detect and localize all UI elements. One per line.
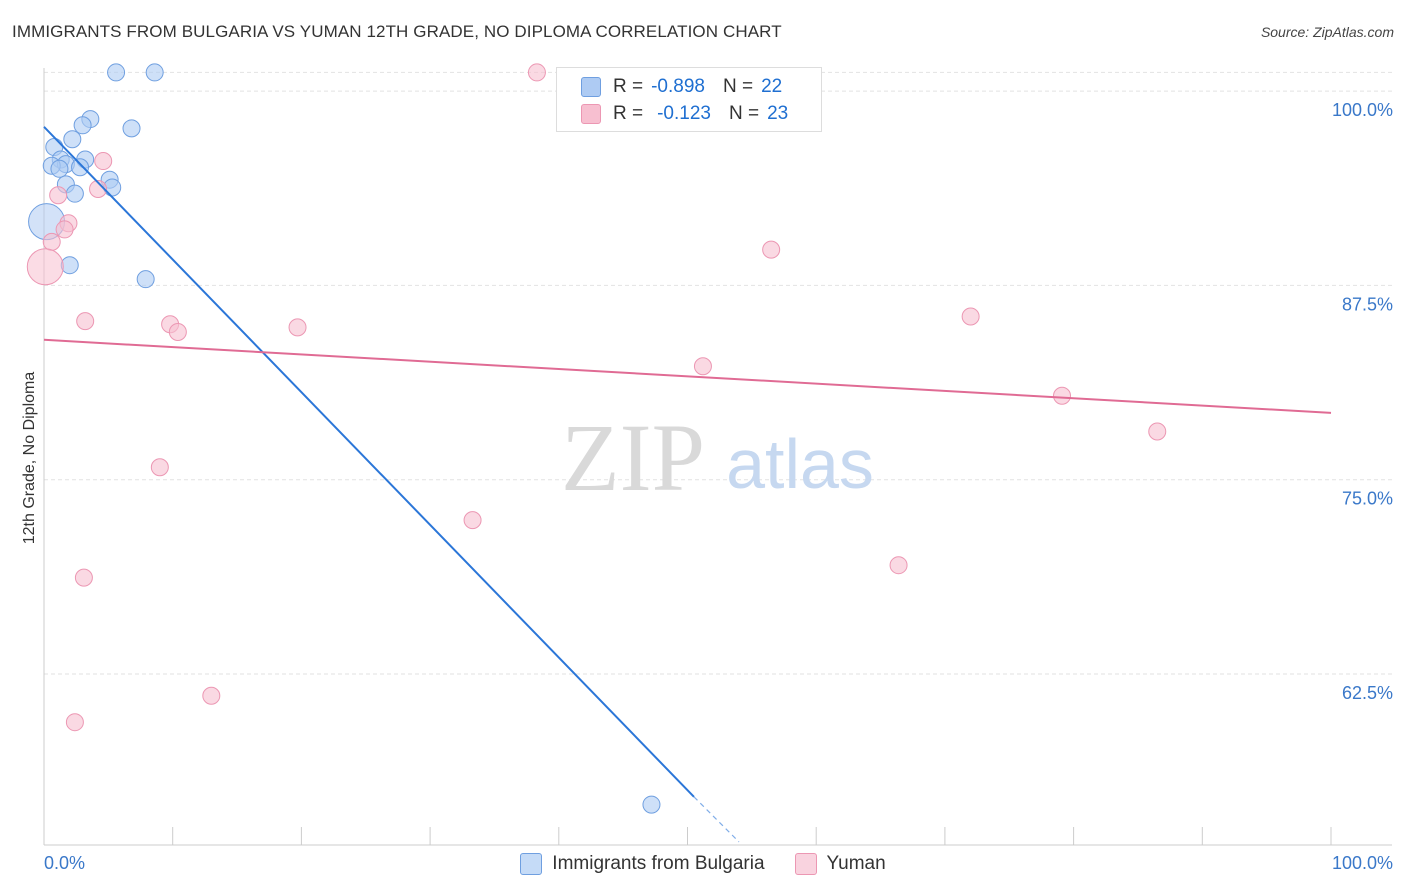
point-yuman (76, 312, 95, 331)
point-bulgaria (73, 116, 92, 135)
point-yuman (94, 152, 113, 171)
legend-n-label: N = (728, 103, 760, 124)
point-yuman (26, 248, 64, 286)
axes (43, 68, 1392, 846)
legend-r-label: R = (613, 103, 644, 124)
series-swatch-blue (520, 853, 543, 875)
y-tick-label: 62.5% (1342, 683, 1393, 703)
chart-title: IMMIGRANTS FROM BULGARIA VS YUMAN 12TH G… (12, 22, 782, 41)
x-tick-label-max: 100.0% (1332, 853, 1393, 873)
legend-swatch-blue (581, 77, 601, 97)
point-bulgaria (50, 159, 69, 178)
point-yuman (1148, 422, 1167, 441)
watermark-atlas: atlas (726, 425, 874, 503)
watermark-zip: ZIP (561, 404, 705, 511)
series-label-bulgaria: Immigrants from Bulgaria (552, 853, 765, 874)
series-legend: Immigrants from Bulgaria Yuman (0, 852, 1406, 876)
legend-n-value: 23 (767, 103, 789, 124)
tick-labels: 100.0% 87.5% 75.0% 62.5% 0.0% 100.0% (44, 100, 1393, 873)
point-yuman (762, 240, 781, 259)
legend-n-value: 22 (761, 76, 783, 97)
point-bulgaria (71, 158, 90, 177)
series-label-yuman: Yuman (826, 853, 886, 874)
point-bulgaria (60, 256, 79, 275)
point-bulgaria (145, 63, 164, 82)
point-bulgaria (107, 63, 126, 82)
point-yuman (55, 220, 74, 239)
legend-r-value: -0.898 (651, 76, 705, 97)
source-credit: Source: ZipAtlas.com (1260, 24, 1394, 40)
legend-r-label: R = (613, 76, 644, 97)
point-yuman (693, 357, 712, 376)
point-yuman (49, 186, 68, 205)
point-yuman (1053, 386, 1072, 405)
point-yuman (202, 686, 221, 705)
point-yuman (65, 713, 84, 732)
point-bulgaria (65, 184, 84, 203)
series-swatch-pink (794, 853, 817, 875)
series-legend-yuman[interactable]: Yuman (794, 853, 886, 875)
point-yuman (288, 318, 307, 337)
x-tick-label-min: 0.0% (44, 853, 85, 873)
trend-lines (43, 126, 1332, 843)
point-bulgaria (642, 795, 661, 814)
legend-swatch-pink (581, 104, 601, 124)
legend-row-bulgaria: R = -0.898 N = 22 (581, 76, 782, 98)
legend-row-yuman: R = -0.123 N = 23 (581, 103, 788, 125)
point-bulgaria (63, 130, 82, 149)
watermark: ZIP atlas (561, 404, 874, 511)
point-yuman (463, 511, 482, 530)
point-yuman (74, 568, 93, 587)
trend-line-yuman (43, 338, 1332, 414)
legend-n-label: N = (722, 76, 754, 97)
y-tick-label: 87.5% (1342, 294, 1393, 314)
correlation-legend: R = -0.898 N = 22 R = -0.123 N = 23 (556, 67, 822, 132)
point-bulgaria (122, 119, 141, 138)
series-legend-bulgaria[interactable]: Immigrants from Bulgaria (520, 853, 765, 875)
y-tick-label: 100.0% (1332, 100, 1393, 120)
point-yuman (150, 458, 169, 477)
legend-r-value: -0.123 (657, 103, 711, 124)
point-yuman (168, 323, 187, 342)
point-yuman (527, 63, 546, 82)
point-bulgaria (136, 270, 155, 289)
point-yuman (961, 307, 980, 326)
point-yuman (42, 232, 61, 251)
trend-line-bulgaria (43, 126, 695, 798)
data-points (26, 63, 1167, 814)
y-tick-label: 75.0% (1342, 489, 1393, 509)
trend-line-bulgaria-extension (693, 796, 740, 843)
point-yuman (889, 556, 908, 575)
point-yuman (89, 180, 108, 199)
grid-lines (44, 71, 1392, 675)
